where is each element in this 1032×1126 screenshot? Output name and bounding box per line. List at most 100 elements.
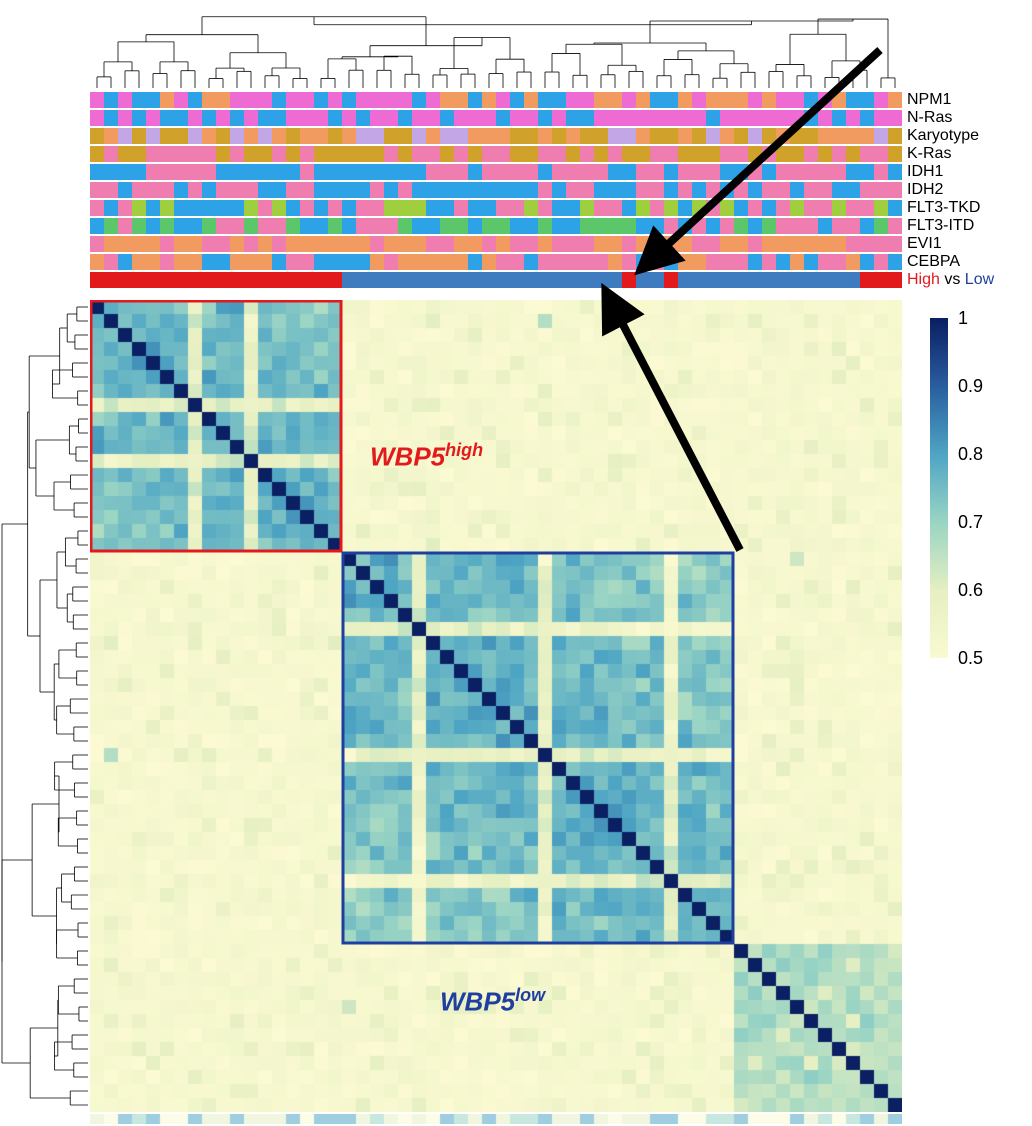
annotation-cell bbox=[384, 110, 398, 126]
annotation-track-label: CEBPA bbox=[902, 255, 960, 269]
annotation-cell bbox=[804, 92, 818, 108]
annotation-cell bbox=[608, 164, 622, 180]
highlow-cell bbox=[412, 272, 426, 288]
annotation-cell bbox=[692, 254, 706, 270]
annotation-cell bbox=[594, 92, 608, 108]
annotation-cell bbox=[524, 146, 538, 162]
annotation-cell bbox=[384, 218, 398, 234]
annotation-cell bbox=[398, 182, 412, 198]
annotation-cell bbox=[846, 92, 860, 108]
annotation-cell bbox=[104, 92, 118, 108]
annotation-cell bbox=[440, 110, 454, 126]
annotation-cell bbox=[804, 110, 818, 126]
annotation-cell bbox=[286, 92, 300, 108]
highlow-cell bbox=[538, 272, 552, 288]
annotation-cell bbox=[356, 110, 370, 126]
annotation-cell bbox=[202, 128, 216, 144]
annotation-track-label: EVI1 bbox=[902, 237, 942, 251]
annotation-cell bbox=[580, 164, 594, 180]
annotation-cell bbox=[566, 200, 580, 216]
annotation-cell bbox=[678, 92, 692, 108]
highlow-cell bbox=[342, 272, 356, 288]
annotation-cell bbox=[174, 182, 188, 198]
annotation-cell bbox=[566, 128, 580, 144]
highlow-cell bbox=[762, 272, 776, 288]
annotation-cell bbox=[804, 164, 818, 180]
annotation-cell bbox=[412, 128, 426, 144]
annotation-cell bbox=[342, 236, 356, 252]
annotation-cell bbox=[664, 110, 678, 126]
annotation-cell bbox=[566, 182, 580, 198]
annotation-cell bbox=[832, 92, 846, 108]
annotation-cell bbox=[720, 128, 734, 144]
annotation-cell bbox=[328, 236, 342, 252]
annotation-cell bbox=[748, 218, 762, 234]
annotation-cell bbox=[650, 92, 664, 108]
annotation-cell bbox=[748, 182, 762, 198]
annotation-cell bbox=[510, 92, 524, 108]
annotation-cell bbox=[202, 218, 216, 234]
annotation-cell bbox=[314, 128, 328, 144]
highlow-cell bbox=[818, 272, 832, 288]
annotation-cell bbox=[818, 128, 832, 144]
highlow-cell bbox=[748, 272, 762, 288]
annotation-cell bbox=[552, 236, 566, 252]
annotation-cell bbox=[426, 92, 440, 108]
annotation-cell bbox=[510, 182, 524, 198]
annotation-cell bbox=[650, 218, 664, 234]
annotation-cell bbox=[888, 200, 902, 216]
annotation-cell bbox=[90, 110, 104, 126]
annotation-cell bbox=[832, 182, 846, 198]
annotation-cell bbox=[664, 182, 678, 198]
annotation-cell bbox=[888, 218, 902, 234]
annotation-cell bbox=[524, 164, 538, 180]
annotation-cell bbox=[790, 200, 804, 216]
annotation-cell bbox=[328, 254, 342, 270]
annotation-cell bbox=[300, 182, 314, 198]
annotation-cell bbox=[496, 164, 510, 180]
annotation-cell bbox=[202, 146, 216, 162]
annotation-cell bbox=[342, 254, 356, 270]
annotation-cell bbox=[412, 182, 426, 198]
annotation-cell bbox=[370, 182, 384, 198]
highlow-cell bbox=[216, 272, 230, 288]
annotation-cell bbox=[776, 254, 790, 270]
annotation-cell bbox=[720, 146, 734, 162]
annotation-cell bbox=[510, 200, 524, 216]
annotation-cell bbox=[552, 182, 566, 198]
annotation-cell bbox=[174, 128, 188, 144]
annotation-cell bbox=[468, 254, 482, 270]
annotation-cell bbox=[552, 92, 566, 108]
annotation-cell bbox=[636, 92, 650, 108]
annotation-cell bbox=[426, 146, 440, 162]
annotation-cell bbox=[860, 218, 874, 234]
annotation-cell bbox=[664, 254, 678, 270]
annotation-cell bbox=[706, 200, 720, 216]
annotation-cell bbox=[384, 92, 398, 108]
annotation-cell bbox=[272, 92, 286, 108]
annotation-cell bbox=[818, 200, 832, 216]
annotation-cell bbox=[216, 164, 230, 180]
annotation-cell bbox=[566, 146, 580, 162]
annotation-cell bbox=[146, 254, 160, 270]
annotation-cell bbox=[720, 110, 734, 126]
annotation-cell bbox=[524, 236, 538, 252]
highlow-cell bbox=[664, 272, 678, 288]
annotation-cell bbox=[594, 218, 608, 234]
annotation-cell bbox=[496, 218, 510, 234]
annotation-cell bbox=[874, 254, 888, 270]
annotation-cell bbox=[104, 128, 118, 144]
annotation-cell bbox=[230, 236, 244, 252]
annotation-cell bbox=[818, 218, 832, 234]
annotation-cell bbox=[328, 128, 342, 144]
annotation-cell bbox=[720, 92, 734, 108]
annotation-cell bbox=[692, 182, 706, 198]
annotation-cell bbox=[804, 182, 818, 198]
annotation-cell bbox=[790, 218, 804, 234]
annotation-cell bbox=[90, 236, 104, 252]
annotation-cell bbox=[790, 110, 804, 126]
annotation-cell bbox=[650, 146, 664, 162]
annotation-cell bbox=[468, 146, 482, 162]
annotation-cell bbox=[160, 236, 174, 252]
annotation-cell bbox=[440, 164, 454, 180]
